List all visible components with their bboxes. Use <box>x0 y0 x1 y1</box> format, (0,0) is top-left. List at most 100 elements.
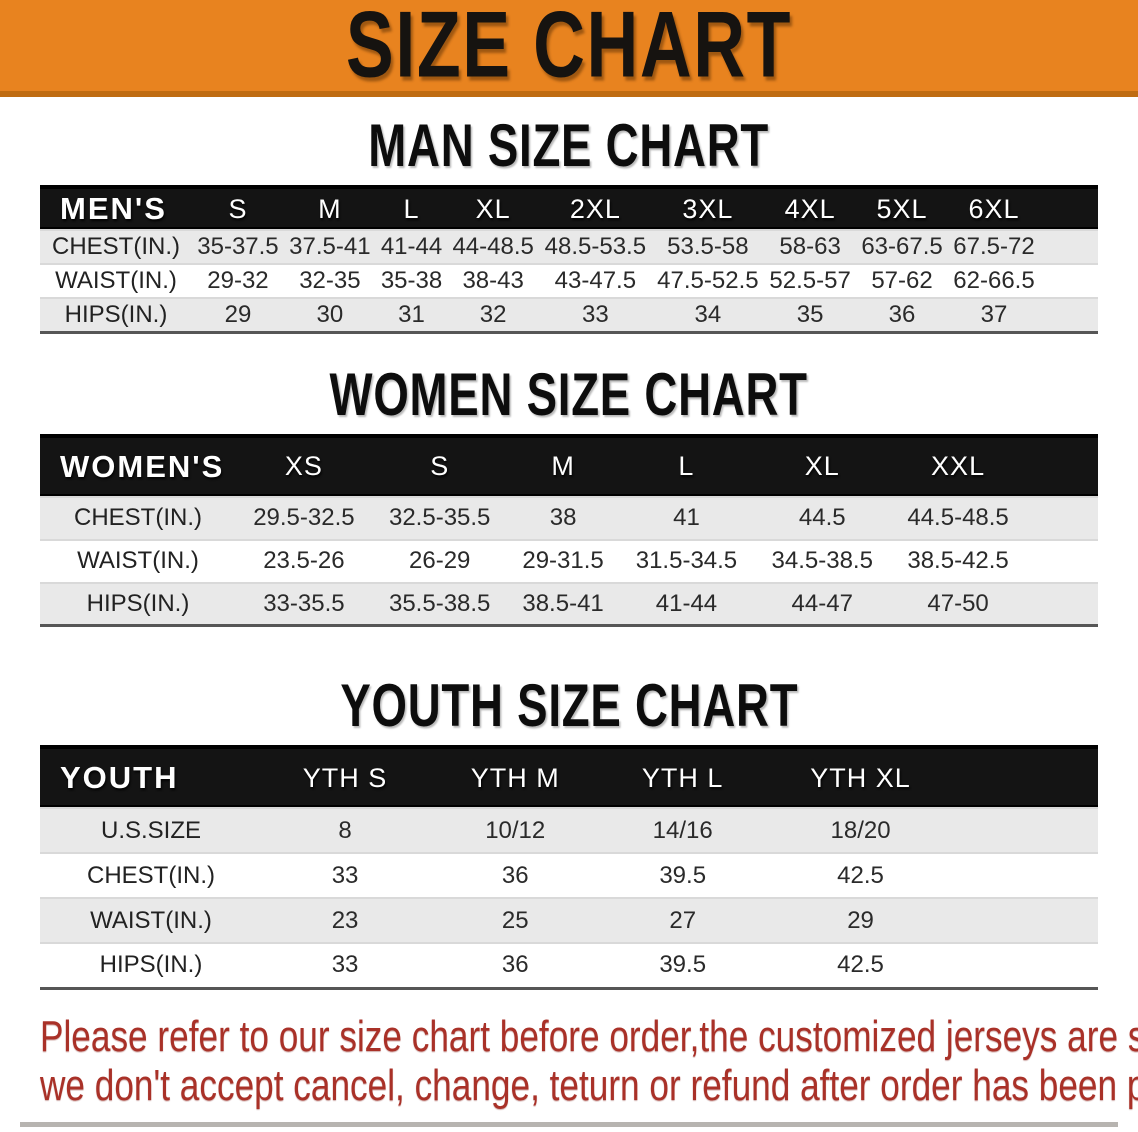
column-header: 3XL <box>682 193 734 224</box>
size-chart-banner: SIZE CHART <box>0 0 1138 97</box>
table-cell: 36 <box>428 852 603 898</box>
table-header-row: WOMEN'S XS S M L XL XXL <box>40 435 1098 497</box>
table-cell: 35-37.5 <box>192 229 284 264</box>
table-header-label: YOUTH <box>60 760 179 795</box>
men-section-title: MAN SIZE CHART <box>368 112 770 179</box>
disclaimer-line-1: Please refer to our size chart before or… <box>40 1011 1138 1061</box>
banner-title: SIZE CHART <box>345 0 793 98</box>
table-cell: 35-38 <box>375 263 448 298</box>
column-header: L <box>678 451 695 481</box>
column-header: YTH S <box>302 762 388 793</box>
table-cell: 29 <box>192 297 284 332</box>
table-cell: 44.5 <box>754 495 891 540</box>
table-cell: 47.5-52.5 <box>651 263 765 298</box>
table-row: CHEST(IN.) 33 36 39.5 42.5 <box>40 852 1098 898</box>
table-cell: 31.5-34.5 <box>618 538 755 583</box>
table-cell: 43-47.5 <box>539 263 652 298</box>
header-filler <box>1026 436 1098 497</box>
cropped-bottom-bar <box>20 1121 1118 1127</box>
header-filler <box>958 747 1098 808</box>
table-cell: 41-44 <box>618 581 755 626</box>
table-header-row: YOUTH YTH S YTH M YTH L YTH XL <box>40 747 1098 808</box>
column-header: 2XL <box>569 193 621 224</box>
table-cell: 8 <box>262 807 429 853</box>
column-header: YTH M <box>470 762 560 793</box>
table-cell: 27 <box>602 897 764 943</box>
table-cell: 57-62 <box>856 263 948 298</box>
row-label: CHEST(IN.) <box>40 852 262 898</box>
table-cell: 63-67.5 <box>856 229 948 264</box>
row-label: CHEST(IN.) <box>40 495 236 540</box>
table-cell: 38 <box>507 495 619 540</box>
table-cell: 33-35.5 <box>236 581 372 626</box>
table-cell: 67.5-72 <box>947 229 1040 264</box>
row-label: HIPS(IN.) <box>40 581 236 626</box>
table-cell: 32-35 <box>283 263 376 298</box>
table-cell: 58-63 <box>764 229 857 264</box>
order-disclaimer: Please refer to our size chart before or… <box>40 1011 1138 1110</box>
row-label: WAIST(IN.) <box>40 263 192 298</box>
table-cell: 33 <box>262 942 429 988</box>
column-header: XXL <box>931 451 986 481</box>
table-cell: 33 <box>262 852 429 898</box>
table-row: WAIST(IN.) 23.5-26 26-29 29-31.5 31.5-34.5 34… <box>40 538 1098 583</box>
table-cell: 53.5-58 <box>651 229 765 264</box>
header-filler <box>1040 187 1098 230</box>
table-row: WAIST(IN.) 29-32 32-35 35-38 38-43 43-47.5 47.… <box>40 263 1098 298</box>
table-cell: 34.5-38.5 <box>754 538 891 583</box>
row-filler <box>1040 229 1098 264</box>
table-cell: 32 <box>447 297 540 332</box>
row-label: HIPS(IN.) <box>40 297 192 332</box>
table-cell: 30 <box>283 297 376 332</box>
row-label: HIPS(IN.) <box>40 942 262 988</box>
table-cell: 38.5-42.5 <box>890 538 1026 583</box>
row-filler <box>1040 263 1098 298</box>
women-size-table: WOMEN'S XS S M L XL XXL CHEST(IN.) 29.5-32.5 32.5… <box>40 434 1098 627</box>
table-cell: 44-48.5 <box>447 229 540 264</box>
table-cell: 34 <box>651 297 765 332</box>
table-cell: 29-32 <box>192 263 284 298</box>
table-cell: 42.5 <box>763 852 958 898</box>
table-row: U.S.SIZE 8 10/12 14/16 18/20 <box>40 807 1098 853</box>
table-row: CHEST(IN.) 35-37.5 37.5-41 41-44 44-48.5 48.5… <box>40 229 1098 264</box>
table-cell: 35 <box>764 297 857 332</box>
table-cell: 26-29 <box>371 538 508 583</box>
disclaimer-line-2: we don't accept cancel, change, teturn o… <box>40 1060 1138 1110</box>
youth-section-title: YOUTH SIZE CHART <box>339 672 799 739</box>
table-cell: 23.5-26 <box>236 538 372 583</box>
table-cell: 18/20 <box>763 807 958 853</box>
column-header: YTH XL <box>810 762 911 793</box>
table-cell: 36 <box>856 297 948 332</box>
row-filler <box>1026 495 1098 540</box>
table-cell: 29.5-32.5 <box>236 495 372 540</box>
table-header-label: WOMEN'S <box>60 448 225 484</box>
row-label: WAIST(IN.) <box>40 897 262 943</box>
men-size-table: MEN'S S M L XL 2XL 3XL 4XL 5XL 6XL CHEST(IN.) 35-37… <box>40 185 1098 334</box>
table-cell: 41 <box>618 495 755 540</box>
column-header: XL <box>475 193 511 224</box>
table-row: HIPS(IN.) 29 30 31 32 33 34 35 36 37 <box>40 297 1098 332</box>
row-filler <box>958 897 1098 943</box>
column-header: M <box>318 193 342 224</box>
column-header: S <box>228 193 248 224</box>
row-label: WAIST(IN.) <box>40 538 236 583</box>
table-header-row: MEN'S S M L XL 2XL 3XL 4XL 5XL 6XL <box>40 187 1098 230</box>
table-cell: 47-50 <box>890 581 1026 626</box>
table-cell: 23 <box>262 897 429 943</box>
table-cell: 44-47 <box>754 581 891 626</box>
table-cell: 31 <box>375 297 448 332</box>
table-cell: 42.5 <box>763 942 958 988</box>
column-header: 6XL <box>968 193 1020 224</box>
column-header: S <box>430 451 450 481</box>
column-header: XS <box>284 451 323 481</box>
table-cell: 62-66.5 <box>947 263 1040 298</box>
table-cell: 38.5-41 <box>507 581 619 626</box>
table-row: HIPS(IN.) 33 36 39.5 42.5 <box>40 942 1098 988</box>
table-cell: 41-44 <box>375 229 448 264</box>
row-filler <box>958 942 1098 988</box>
women-section-title: WOMEN SIZE CHART <box>329 360 809 428</box>
table-cell: 33 <box>539 297 652 332</box>
table-cell: 48.5-53.5 <box>539 229 652 264</box>
row-filler <box>1026 581 1098 626</box>
table-cell: 39.5 <box>602 942 764 988</box>
